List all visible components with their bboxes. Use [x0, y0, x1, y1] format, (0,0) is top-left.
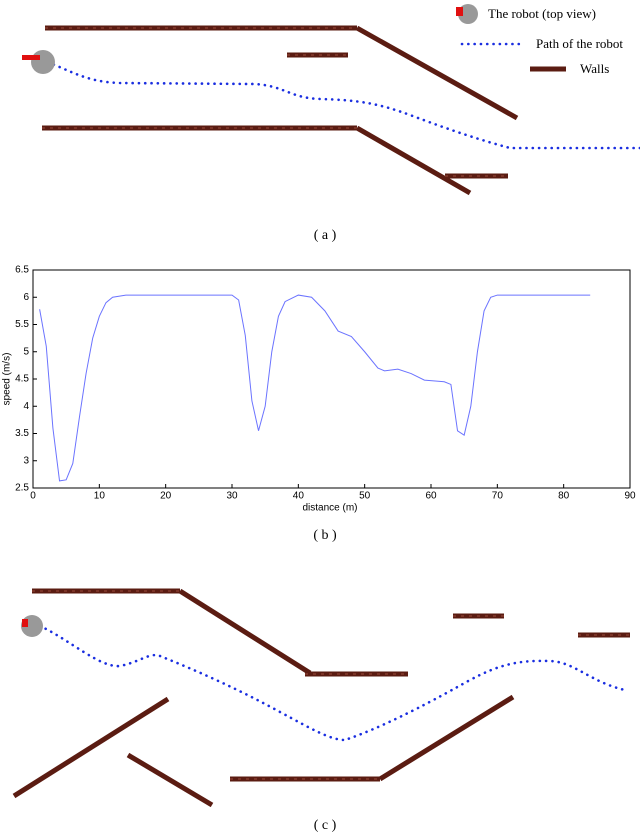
robot-path: [40, 58, 640, 150]
x-tick-label: 70: [492, 491, 504, 502]
panel-b: distance (m) speed (m/s) ( b ) 0 10 20 30 40…: [2, 265, 636, 544]
robot: [22, 50, 55, 74]
x-tick-label: 50: [359, 491, 371, 502]
caption: ( a ): [314, 228, 337, 243]
panel-c: ( c ): [12, 588, 630, 833]
x-axis-label: distance (m): [302, 503, 357, 514]
x-tick-label: 80: [558, 491, 570, 502]
legend-label: The robot (top view): [488, 6, 596, 21]
x-tick-label: 60: [425, 491, 437, 502]
legend-label: Path of the robot: [536, 36, 623, 51]
x-tick-label: 90: [624, 491, 636, 502]
y-tick-label: 2.5: [15, 483, 29, 494]
walls: [42, 25, 519, 196]
robot: [21, 615, 43, 637]
caption: ( b ): [313, 528, 337, 543]
x-tick-label: 10: [94, 491, 106, 502]
y-tick-label: 6.5: [15, 265, 29, 276]
legend: The robot (top view) Path of the robot W…: [456, 4, 623, 76]
y-tick-label: 6: [23, 292, 29, 303]
y-tick-label: 4: [23, 401, 29, 412]
legend-label: Walls: [580, 61, 609, 76]
y-tick-label: 5.5: [15, 319, 29, 330]
panel-a: The robot (top view) Path of the robot W…: [22, 4, 640, 243]
walls: [12, 588, 630, 808]
y-tick-label: 3.5: [15, 428, 29, 439]
x-tick-label: 40: [293, 491, 305, 502]
y-tick-label: 4.5: [15, 374, 29, 385]
speed-line: [39, 294, 591, 482]
plot-frame: [32, 269, 631, 489]
x-tick-label: 20: [160, 491, 172, 502]
y-axis-label: speed (m/s): [2, 353, 13, 406]
y-tick-label: 3: [23, 455, 29, 466]
x-tick-label: 30: [226, 491, 238, 502]
caption: ( c ): [314, 818, 337, 833]
robot-path: [38, 624, 627, 742]
x-tick-label: 0: [30, 491, 36, 502]
y-tick-label: 5: [23, 346, 29, 357]
